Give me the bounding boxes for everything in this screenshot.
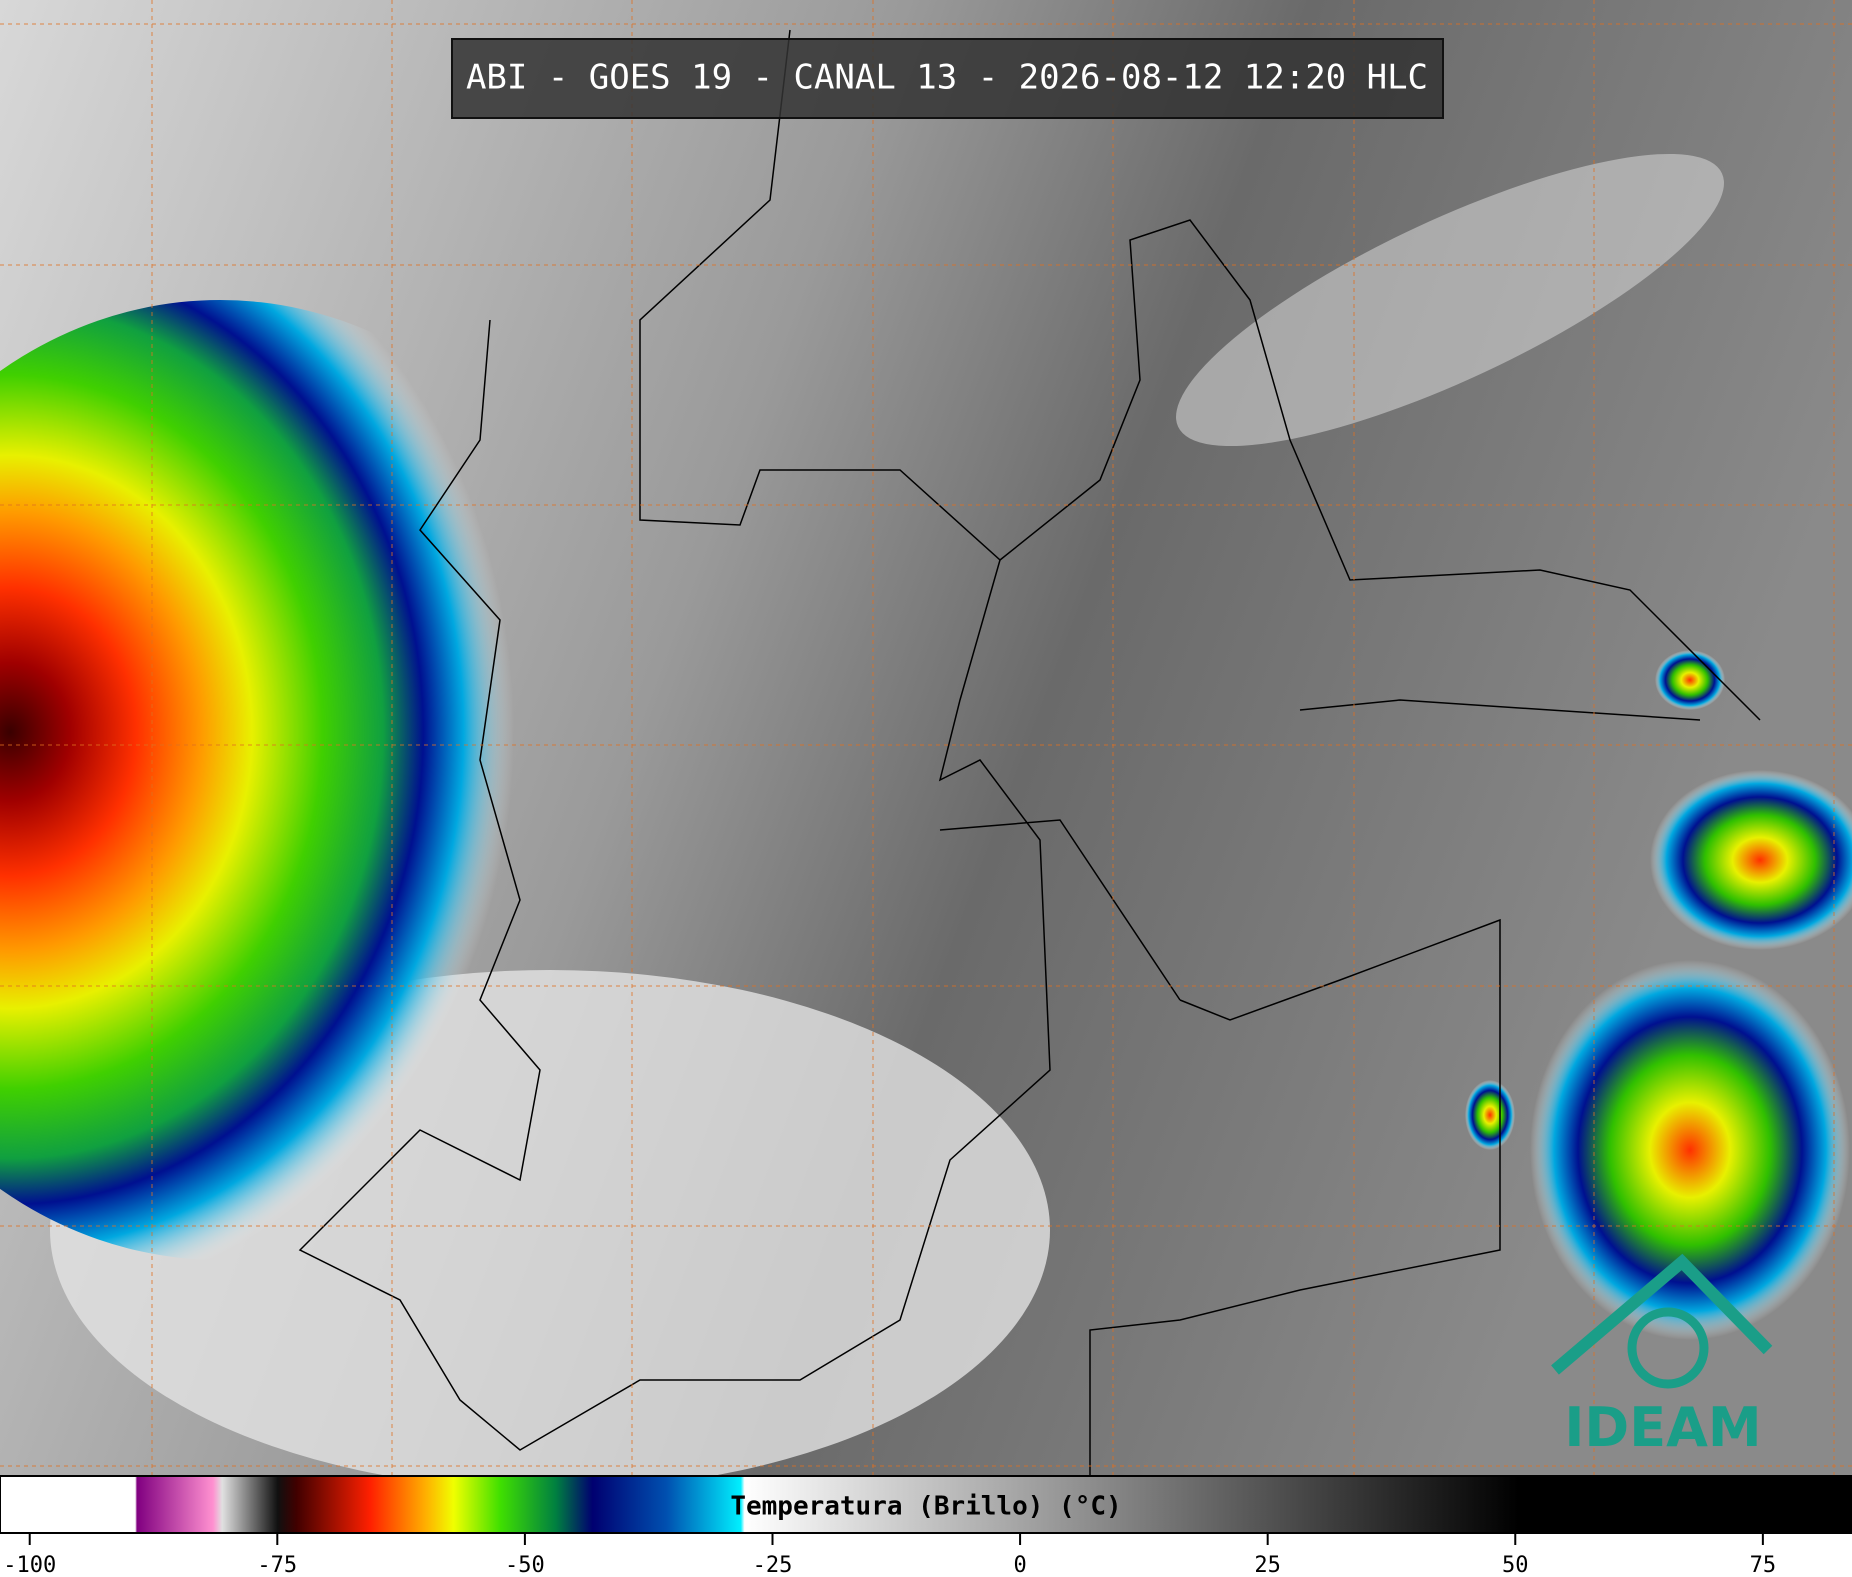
colorbar-label: Temperatura (Brillo) (°C) (730, 1492, 1121, 1522)
title: ABI - GOES 19 - CANAL 13 - 2026-08-12 12… (466, 58, 1428, 98)
satellite-image (0, 0, 1852, 1490)
tick-label: 50 (1502, 1553, 1529, 1577)
tick-label: -50 (505, 1553, 545, 1577)
tick-label: -75 (257, 1553, 297, 1577)
tick-label: 25 (1254, 1553, 1281, 1577)
title-box (451, 38, 1444, 119)
logo-text: IDEAM (1564, 1396, 1761, 1459)
tick-label: -25 (753, 1553, 793, 1577)
tick-label: -100 (3, 1553, 56, 1577)
colorbar (0, 1475, 1852, 1534)
tick-label: 0 (1013, 1553, 1026, 1577)
logo: IDEAM (1551, 1253, 1773, 1459)
colorbar-axis: -100 -75 -50 -25 0 25 50 75 (3, 1533, 1776, 1577)
tick-label: 75 (1750, 1553, 1777, 1577)
